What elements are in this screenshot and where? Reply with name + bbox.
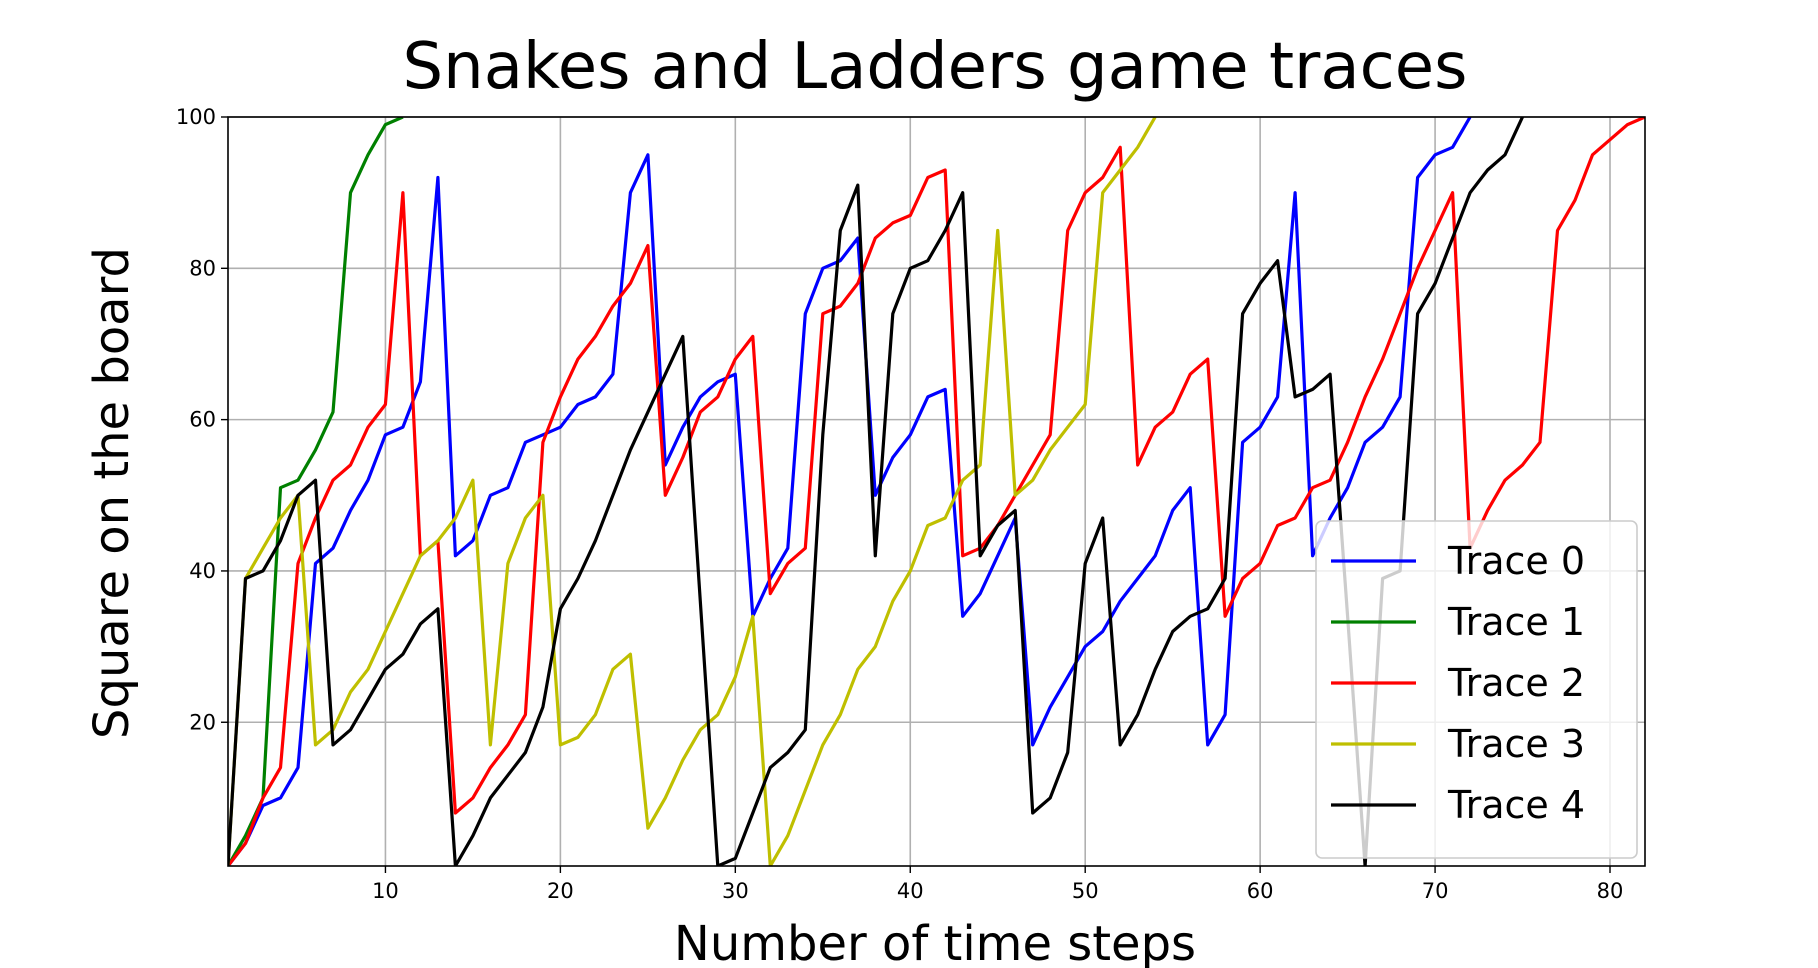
x-tick-label: 60 [1247,879,1274,903]
axis-ticks: 10 20 30 40 50 60 70 80 20 40 60 80 100 [176,105,1623,903]
x-tick-label: 40 [897,879,924,903]
x-tick-label: 70 [1422,879,1449,903]
y-tick-label: 60 [189,408,216,432]
series-line-3 [228,117,1157,866]
y-tick-label: 20 [189,710,216,734]
y-tick-label: 80 [189,256,216,280]
legend-label-4: Trace 4 [1447,783,1585,827]
y-tick-label: 100 [176,105,216,129]
x-tick-label: 80 [1597,879,1624,903]
x-tick-label: 50 [1072,879,1099,903]
legend-label-0: Trace 0 [1447,539,1585,583]
series-line-4 [228,117,1524,866]
legend-box [1315,520,1638,859]
y-tick-label: 40 [189,559,216,583]
legend-label-3: Trace 3 [1447,722,1585,766]
series-lines [228,117,1645,866]
x-tick-label: 10 [372,879,399,903]
y-axis-label: Square on the board [84,247,140,739]
legend: Trace 0 Trace 1 Trace 2 Trace 3 Trace 4 [1315,520,1638,859]
legend-label-2: Trace 2 [1447,661,1585,705]
x-tick-label: 20 [547,879,574,903]
x-tick-label: 30 [722,879,749,903]
series-line-0 [228,117,1472,866]
legend-label-1: Trace 1 [1447,600,1585,644]
chart-title: Snakes and Ladders game traces [403,30,1468,104]
x-axis-label: Number of time steps [674,916,1196,968]
series-line-2 [228,117,1645,866]
plot-frame [227,116,1646,867]
